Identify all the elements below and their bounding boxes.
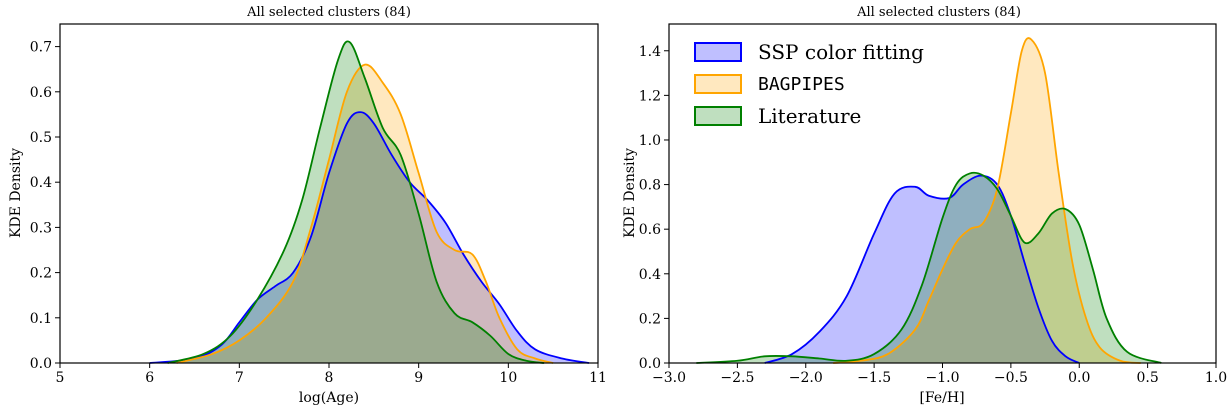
chart-right-ytick-label: 1.4 — [639, 44, 661, 60]
chart-left-xtick-label: 5 — [56, 370, 65, 386]
chart-left-xtick-label: 7 — [235, 370, 244, 386]
legend-label-bagpipes: BAGPIPES — [758, 74, 845, 95]
chart-right-y-axis: 0.0 0.2 0.4 0.6 0.8 1.0 1.2 1.4 — [639, 44, 669, 372]
chart-left-y-axis: 0.0 0.1 0.2 0.3 0.4 0.5 0.6 0.7 — [30, 40, 60, 372]
chart-right-xtick-label: −1.5 — [857, 370, 891, 386]
chart-right: All selected clusters (84) −3.0 −2.5 −2.0−… — [622, 5, 1227, 406]
chart-right-areas — [696, 37, 1162, 364]
chart-right-area-literature — [696, 172, 1162, 363]
chart-right-area-bagpipes — [833, 38, 1141, 364]
chart-left-area-ssp — [149, 112, 590, 363]
chart-right-xlabel: [Fe/H] — [919, 390, 964, 406]
chart-right-ylabel: KDE Density — [622, 148, 638, 238]
chart-left-xtick-label: 9 — [414, 370, 423, 386]
chart-left-line-literature — [167, 40, 545, 364]
chart-left-ytick-label: 0.5 — [30, 130, 52, 146]
chart-left-x-axis: 5 6 7 8 9 10 11 — [56, 363, 607, 386]
chart-right-ytick-label: 0.6 — [639, 222, 661, 238]
chart-left-xtick-label: 8 — [325, 370, 334, 386]
chart-left-xtick-label: 6 — [145, 370, 154, 386]
chart-right-title: All selected clusters (84) — [856, 5, 1021, 20]
chart-right-line-literature — [696, 171, 1162, 364]
chart-right-x-axis: −3.0 −2.5 −2.0 −1.5 −1.0 −0.5 0.0 0.5 1.0 — [652, 363, 1227, 386]
chart-left-ytick-label: 0.4 — [30, 175, 52, 191]
chart-left-ytick-label: 0.2 — [30, 266, 52, 282]
chart-right-xtick-label: −2.0 — [789, 370, 823, 386]
chart-right-line-ssp — [764, 174, 1080, 364]
chart-right-xtick-label: −2.5 — [720, 370, 754, 386]
chart-left-ytick-label: 0.7 — [30, 40, 52, 56]
chart-left-xtick-label: 10 — [499, 370, 517, 386]
chart-left-ytick-label: 0.0 — [30, 356, 52, 372]
chart-right-area-ssp — [764, 175, 1080, 363]
chart-right-ytick-label: 0.8 — [639, 178, 661, 194]
chart-right-ytick-label: 0.4 — [639, 267, 661, 283]
chart-left: All selected clusters (84) 5 6 7 8 9 10 11 0.0… — [8, 5, 607, 406]
chart-left-line-ssp — [149, 111, 590, 364]
chart-right-xtick-label: 1.0 — [1205, 370, 1227, 386]
chart-right-xtick-label: −1.0 — [926, 370, 960, 386]
chart-right-line-bagpipes — [833, 37, 1141, 364]
chart-right-ytick-label: 0.0 — [639, 356, 661, 372]
legend: SSP color fitting BAGPIPES Literature — [694, 40, 924, 128]
chart-left-title: All selected clusters (84) — [246, 5, 411, 20]
chart-left-line-bagpipes — [176, 63, 554, 364]
chart-left-ytick-label: 0.1 — [30, 311, 52, 327]
chart-right-xtick-label: −0.5 — [994, 370, 1028, 386]
chart-left-area-literature — [167, 41, 545, 364]
chart-right-ytick-label: 1.0 — [639, 133, 661, 149]
chart-left-areas — [149, 40, 590, 364]
chart-left-xlabel: log(Age) — [299, 390, 359, 406]
chart-left-area-bagpipes — [176, 64, 554, 363]
chart-right-xtick-label: 0.0 — [1068, 370, 1090, 386]
chart-right-xtick-label: 0.5 — [1136, 370, 1158, 386]
legend-swatch-literature — [694, 106, 742, 126]
chart-right-ytick-label: 0.2 — [639, 311, 661, 327]
legend-label-ssp: SSP color fitting — [758, 40, 924, 64]
chart-left-ylabel: KDE Density — [8, 148, 24, 238]
legend-label-literature: Literature — [758, 104, 861, 128]
chart-left-ytick-label: 0.6 — [30, 85, 52, 101]
legend-swatch-bagpipes — [694, 74, 742, 94]
legend-swatch-ssp — [694, 42, 742, 62]
chart-right-xtick-label: −3.0 — [652, 370, 686, 386]
chart-left-xtick-label: 11 — [589, 370, 607, 386]
chart-left-ytick-label: 0.3 — [30, 220, 52, 236]
chart-right-ytick-label: 1.2 — [639, 88, 661, 104]
